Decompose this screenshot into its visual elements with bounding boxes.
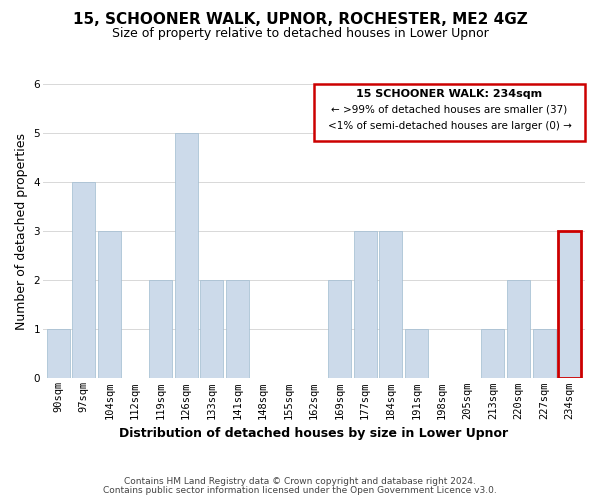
- Bar: [353, 231, 377, 378]
- Text: Contains HM Land Registry data © Crown copyright and database right 2024.: Contains HM Land Registry data © Crown c…: [124, 477, 476, 486]
- Bar: [226, 280, 249, 378]
- Bar: [558, 231, 581, 378]
- Text: Size of property relative to detached houses in Lower Upnor: Size of property relative to detached ho…: [112, 28, 488, 40]
- Bar: [405, 330, 428, 378]
- Y-axis label: Number of detached properties: Number of detached properties: [15, 132, 28, 330]
- Text: <1% of semi-detached houses are larger (0) →: <1% of semi-detached houses are larger (…: [328, 122, 571, 132]
- Bar: [73, 182, 95, 378]
- X-axis label: Distribution of detached houses by size in Lower Upnor: Distribution of detached houses by size …: [119, 427, 509, 440]
- Bar: [149, 280, 172, 378]
- Bar: [533, 330, 556, 378]
- Bar: [328, 280, 351, 378]
- Text: 15, SCHOONER WALK, UPNOR, ROCHESTER, ME2 4GZ: 15, SCHOONER WALK, UPNOR, ROCHESTER, ME2…: [73, 12, 527, 28]
- Bar: [200, 280, 223, 378]
- Bar: [47, 330, 70, 378]
- Bar: [507, 280, 530, 378]
- Text: Contains public sector information licensed under the Open Government Licence v3: Contains public sector information licen…: [103, 486, 497, 495]
- Text: 15 SCHOONER WALK: 234sqm: 15 SCHOONER WALK: 234sqm: [356, 89, 542, 99]
- Text: ← >99% of detached houses are smaller (37): ← >99% of detached houses are smaller (3…: [331, 105, 568, 115]
- Bar: [98, 231, 121, 378]
- Bar: [379, 231, 402, 378]
- Bar: [481, 330, 505, 378]
- Bar: [175, 133, 197, 378]
